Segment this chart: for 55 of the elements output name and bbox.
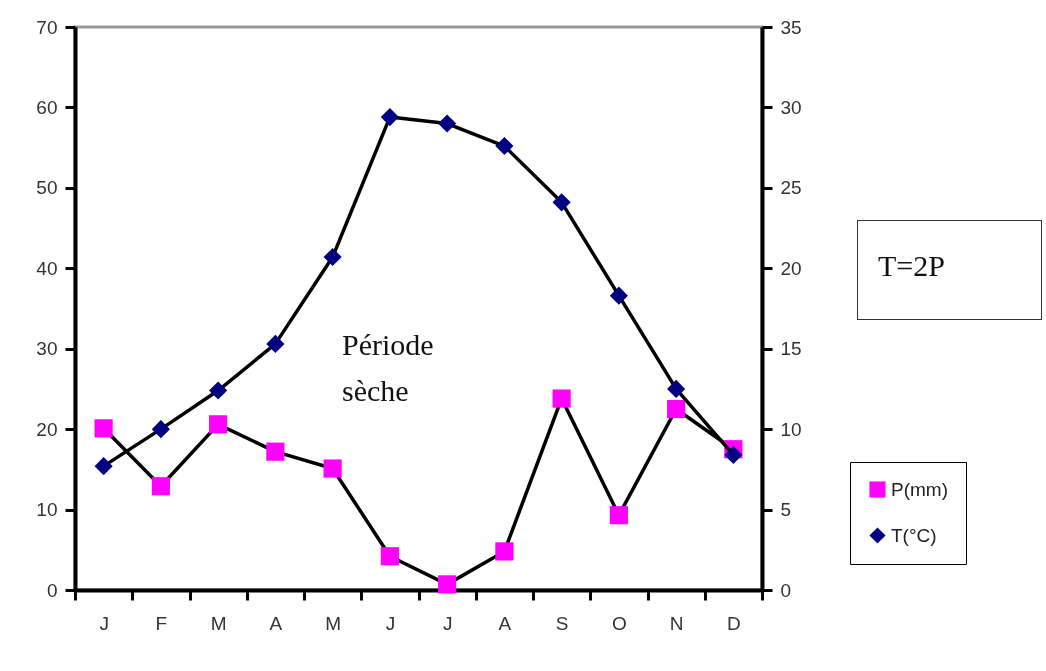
y2-tick-label: 5 [780,499,792,521]
y2-tick-label: 10 [780,418,802,440]
point [266,442,285,461]
y-tick-label: 70 [36,16,58,38]
point [380,108,399,127]
point [94,419,113,438]
y2-tick-label: 35 [780,16,802,38]
y-tick-label: 10 [36,499,58,521]
point [94,457,113,476]
point [438,575,457,594]
point [323,459,342,478]
x-tick-label: N [669,612,684,634]
y2-tick-label: 30 [780,96,802,118]
point [380,547,399,566]
x-tick-label: A [498,612,512,634]
point [667,399,686,419]
legend-label: T(°C) [891,524,937,546]
y-tick-label: 0 [46,579,58,601]
point [151,477,170,496]
y2-tick-label: 0 [780,579,792,601]
y2-tick-label: 25 [780,177,802,199]
point [724,445,743,464]
point [438,114,457,133]
y-tick-label: 50 [36,177,58,199]
y-tick-label: 20 [36,418,58,440]
point [609,286,628,305]
x-tick-label: D [727,612,741,634]
point [552,389,571,408]
point [495,542,514,561]
annotation: Période sèche [342,327,435,409]
point [495,136,514,156]
y2-tick-label: 15 [780,338,802,360]
x-tick-label: A [269,612,283,634]
point [209,415,228,434]
x-tick-label: J [99,612,109,634]
point [552,193,571,212]
point [667,379,686,399]
point [323,247,342,267]
legend-label: P(mm) [891,478,948,500]
text-box: T=2P [857,220,1042,320]
y-tick-label: 60 [36,96,58,118]
x-tick-label: O [611,612,627,634]
point [209,381,228,400]
x-tick-label: F [155,612,168,634]
x-tick-label: M [325,612,342,634]
point [151,420,170,439]
y-tick-label: 40 [36,257,58,279]
x-tick-label: M [210,612,227,634]
point [266,334,285,353]
x-tick-label: J [385,612,396,634]
y-tick-label: 30 [36,338,58,360]
x-tick-label: S [555,612,569,634]
y2-tick-label: 20 [780,257,802,279]
point [609,506,628,525]
x-tick-label: J [442,612,453,634]
